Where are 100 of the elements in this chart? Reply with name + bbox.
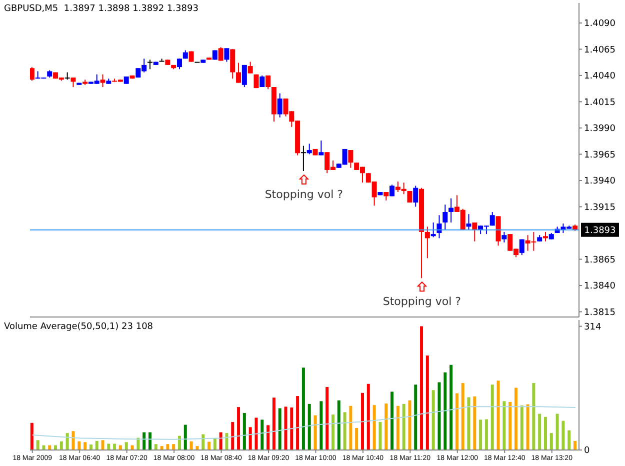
bar (78, 441, 81, 450)
bar (36, 440, 40, 450)
bar (484, 419, 488, 450)
line-series (32, 406, 576, 440)
y-tick-label: 1.3990 (584, 124, 616, 134)
candlestick (30, 66, 34, 82)
bar (314, 415, 317, 450)
y-tick-label: 0 (584, 446, 590, 456)
candlestick (277, 92, 282, 118)
bar (438, 382, 441, 450)
bar (72, 431, 75, 450)
bar (296, 396, 300, 450)
bar (154, 444, 158, 450)
bar (272, 398, 276, 450)
candlestick (176, 58, 182, 70)
bar (166, 444, 170, 450)
bar (384, 404, 388, 450)
y-tick-label: 1.3840 (584, 282, 616, 292)
bar (254, 418, 258, 450)
bar (242, 412, 246, 450)
bar (326, 386, 329, 450)
bar (544, 416, 547, 450)
y-tick-label: 1.4015 (584, 98, 616, 108)
bar (107, 444, 110, 450)
candlestick (490, 211, 495, 226)
bar (574, 440, 577, 450)
bar (520, 405, 524, 450)
bar (432, 390, 435, 450)
bar (60, 441, 63, 450)
bar (366, 384, 370, 450)
candlestick (466, 214, 472, 230)
bar (284, 406, 288, 450)
bar (248, 427, 252, 450)
candlestick (242, 64, 247, 88)
bar (502, 401, 506, 450)
annotation: Stopping vol ? (264, 188, 344, 202)
bar (538, 414, 542, 450)
candlestick (159, 58, 164, 62)
bar (302, 368, 305, 450)
bar (30, 422, 34, 450)
bar (320, 401, 323, 450)
bar (84, 442, 87, 450)
bar (556, 414, 559, 450)
y-tick-label: 1.3865 (584, 255, 616, 266)
chart-title: Volume Average(50,50,1) 23 108 (4, 322, 154, 332)
bar (490, 384, 494, 450)
bar (455, 393, 458, 450)
candlestick (442, 204, 448, 230)
bar (532, 383, 536, 450)
bar (66, 433, 69, 450)
bar (420, 326, 424, 450)
bar (426, 355, 429, 450)
bar (208, 442, 211, 450)
candlestick (248, 61, 253, 74)
bar (473, 396, 476, 450)
bar (550, 433, 553, 450)
bar (396, 406, 400, 450)
bar (142, 432, 146, 450)
candlestick (318, 140, 324, 156)
bar (225, 433, 228, 450)
bar (349, 406, 352, 450)
y-tick-label: 314 (584, 322, 602, 332)
candlestick (348, 150, 354, 168)
y-tick-label: 1.3940 (584, 176, 616, 187)
bar (113, 444, 116, 450)
y-tick-label: 1.4040 (584, 72, 616, 82)
candlestick (230, 48, 236, 80)
bar (219, 432, 222, 450)
candlestick (430, 222, 436, 238)
bar (514, 388, 518, 450)
bar (408, 400, 412, 450)
bar (355, 428, 358, 450)
bar (124, 442, 128, 450)
y-tick-label: 1.3965 (584, 150, 616, 160)
bar (402, 404, 406, 450)
candlestick (542, 231, 548, 242)
candlestick (306, 143, 312, 155)
bar (526, 404, 530, 450)
bar (444, 372, 447, 450)
bar (372, 405, 376, 450)
bar (568, 430, 571, 450)
candlestick (218, 46, 224, 62)
bar (148, 432, 152, 450)
bar (231, 422, 234, 450)
candlestick (472, 222, 478, 242)
candlestick (424, 226, 430, 259)
bar (378, 422, 382, 450)
bar (450, 364, 453, 450)
bar (479, 420, 482, 450)
bar (95, 440, 98, 450)
bar (278, 408, 282, 450)
candlestick (436, 214, 442, 239)
bar (290, 407, 294, 450)
bar (260, 420, 264, 450)
bar (172, 444, 176, 450)
annotation: Stopping vol ? (382, 295, 462, 308)
candlestick (300, 145, 306, 172)
y-tick-label: 1.3915 (584, 202, 616, 213)
bar (184, 424, 187, 450)
candlestick (224, 48, 230, 62)
